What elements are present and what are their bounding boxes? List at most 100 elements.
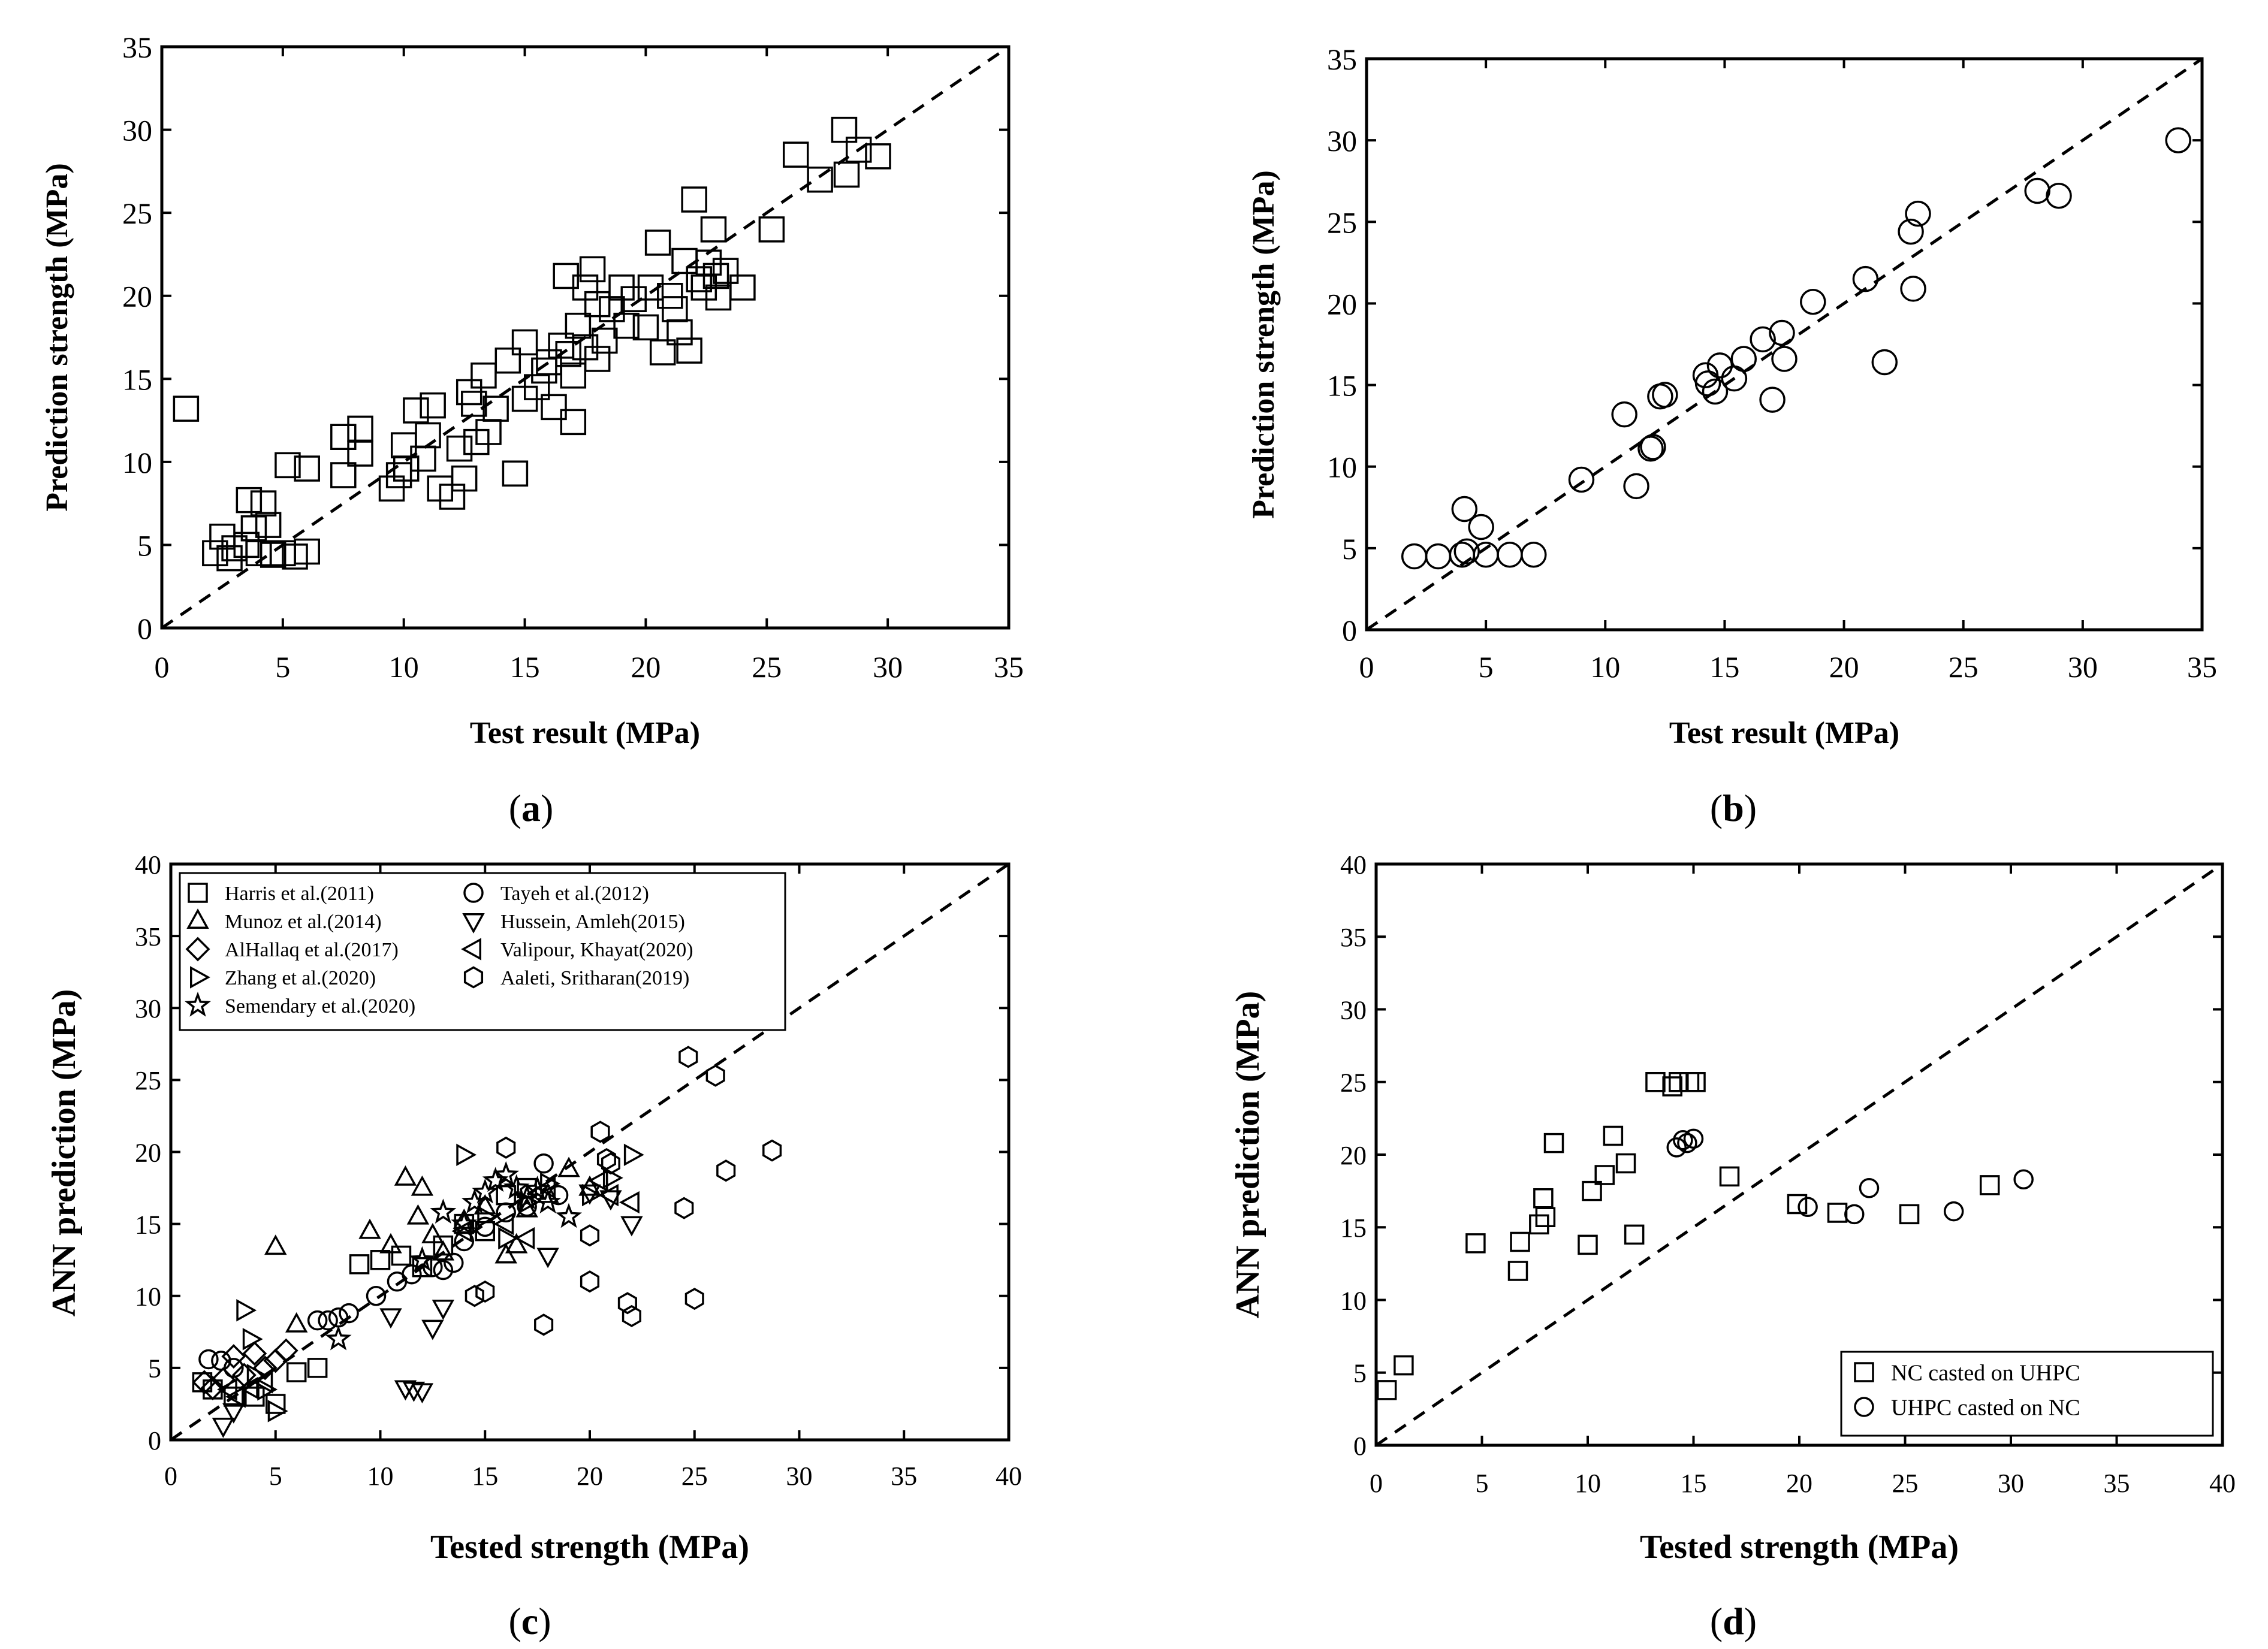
panel-c-point-hexagon bbox=[601, 1152, 620, 1175]
panel-c-point-hexagon bbox=[617, 1292, 637, 1315]
panel-a-y-tick-label: 25 bbox=[122, 197, 152, 230]
panel-d-point-square bbox=[1465, 1233, 1486, 1254]
panel-c-point-triangle-down bbox=[394, 1380, 417, 1401]
panel-c-point-hexagon bbox=[762, 1139, 782, 1162]
panel-d-point-square bbox=[1685, 1072, 1706, 1092]
panel-d-legend-label: UHPC casted on NC bbox=[1891, 1395, 2080, 1420]
panel-c-point-circle bbox=[433, 1260, 454, 1280]
panel-d-x-tick-label: 0 bbox=[1370, 1469, 1383, 1498]
panel-d-point-square bbox=[1679, 1072, 1700, 1092]
panel-b-point-circle bbox=[1640, 434, 1666, 460]
panel-d-point-square bbox=[1594, 1165, 1615, 1185]
panel-c-point-star bbox=[535, 1188, 562, 1214]
panel-c-point-diamond bbox=[273, 1338, 298, 1363]
panel-a-x-axis-label: Test result (MPa) bbox=[470, 716, 700, 750]
panel-c-point-triangle-right bbox=[267, 1400, 288, 1423]
panel-b-point-circle bbox=[2024, 177, 2050, 204]
panel-d-point-circle bbox=[1859, 1178, 1880, 1198]
panel-a-point-square bbox=[173, 395, 200, 422]
panel-d-point-circle bbox=[1677, 1132, 1697, 1153]
panel-d-legend-marker bbox=[1854, 1362, 1874, 1382]
panel-d-point-circle bbox=[1666, 1137, 1687, 1158]
panel-a-point-square bbox=[446, 435, 473, 462]
panel-c-legend-marker bbox=[185, 991, 211, 1017]
panel-a-point-square bbox=[584, 291, 611, 318]
panel-b-point-circle bbox=[1521, 541, 1547, 568]
panel-d-caption-letter: d bbox=[1723, 1600, 1744, 1642]
panel-b-point-circle bbox=[1702, 378, 1729, 405]
panel-a-caption: (a) bbox=[509, 787, 554, 829]
panel-a-y-tick-label: 15 bbox=[122, 363, 152, 396]
panel-a-point-square bbox=[579, 256, 606, 283]
panel-b-point-circle bbox=[1730, 346, 1757, 372]
panel-c-y-tick-label: 5 bbox=[148, 1354, 161, 1384]
panel-a-x-tick-label: 30 bbox=[873, 650, 903, 684]
panel-c-legend-label: Zhang et al.(2020) bbox=[225, 967, 376, 989]
panel-a-point-square bbox=[202, 540, 228, 567]
panel-d-points bbox=[1376, 1072, 2034, 1400]
panel-c-point-triangle-down bbox=[222, 1403, 245, 1424]
panel-c-point-triangle-up bbox=[515, 1197, 538, 1218]
panel-a-point-square bbox=[833, 161, 860, 188]
panel-b-x-tick-label: 10 bbox=[1590, 650, 1620, 684]
panel-c-point-square bbox=[391, 1245, 412, 1266]
panel-d-point-square bbox=[1394, 1355, 1414, 1376]
panel-b-y-tick-label: 20 bbox=[1327, 287, 1357, 321]
panel-a-point-square bbox=[451, 465, 478, 492]
panel-c-y-tick-label: 10 bbox=[135, 1282, 161, 1312]
panel-b-point-circle bbox=[1623, 473, 1649, 500]
panel-c-x-axis-label: Tested strength (MPa) bbox=[430, 1529, 749, 1566]
panel-c-point-hexagon bbox=[496, 1136, 516, 1159]
panel-d-point-square bbox=[1787, 1194, 1808, 1215]
panel-d-y-tick-label: 15 bbox=[1340, 1213, 1367, 1243]
panel-a-point-square bbox=[613, 312, 640, 339]
panel-b-x-axis-label: Test result (MPa) bbox=[1669, 716, 1899, 750]
panel-a-frame bbox=[160, 45, 1011, 630]
panel-c-x-tick-label: 10 bbox=[367, 1461, 394, 1491]
panel-d-y-tick-label: 20 bbox=[1340, 1141, 1367, 1170]
panel-b-x-tick-label: 20 bbox=[1829, 650, 1859, 684]
panel-b-point-circle bbox=[1800, 288, 1826, 315]
panel-c-point-square bbox=[307, 1358, 328, 1378]
panel-a-point-square bbox=[275, 452, 301, 479]
panel-b-point-circle bbox=[1750, 326, 1776, 353]
panel-c-y-tick-label: 30 bbox=[135, 994, 161, 1023]
panel-b-x-tick-label: 35 bbox=[2187, 650, 2217, 684]
panel-c-legend-marker bbox=[190, 966, 210, 989]
panel-c-point-star bbox=[409, 1246, 436, 1272]
panel-c-point-hexagon bbox=[580, 1224, 600, 1247]
panel-c-point-star bbox=[524, 1175, 551, 1201]
panel-c-legend-label: Hussein, Amleh(2015) bbox=[500, 911, 685, 933]
panel-c-point-square bbox=[475, 1221, 495, 1242]
panel-d-point-square bbox=[1507, 1261, 1528, 1281]
panel-b-point-circle bbox=[1771, 346, 1797, 372]
panel-d-point-square bbox=[1979, 1175, 2000, 1195]
panel-c-x-tick-label: 40 bbox=[996, 1461, 1022, 1491]
panel-c-point-triangle-down bbox=[432, 1299, 455, 1320]
panel-a-point-square bbox=[553, 262, 579, 289]
panel-b-point-circle bbox=[1468, 514, 1494, 540]
panel-d-point-square bbox=[1615, 1153, 1636, 1174]
panel-c-point-diamond bbox=[221, 1344, 246, 1369]
panel-a-point-square bbox=[294, 538, 320, 565]
panel-c-point-triangle-up bbox=[432, 1240, 455, 1261]
panel-a-point-square bbox=[385, 462, 412, 488]
panel-d-x-tick-label: 15 bbox=[1681, 1469, 1707, 1498]
panel-a-point-square bbox=[482, 395, 509, 422]
panel-a-point-square bbox=[330, 462, 357, 488]
panel-c-x-tick-label: 20 bbox=[577, 1461, 603, 1491]
panel-c-legend-label: Semendary et al.(2020) bbox=[225, 995, 415, 1017]
panel-b-y-axis-label: Prediction strength (MPa) bbox=[1247, 170, 1281, 519]
panel-b-point-circle bbox=[1401, 543, 1428, 570]
panel-c-point-circle bbox=[198, 1349, 219, 1370]
panel-c-point-diamond bbox=[210, 1367, 236, 1392]
panel-b-y-tick-label: 30 bbox=[1327, 124, 1357, 158]
panel-a-point-square bbox=[865, 143, 891, 170]
panel-b-point-circle bbox=[1425, 543, 1452, 570]
panel-c-point-triangle-left bbox=[598, 1183, 619, 1207]
panel-a-caption-letter: a bbox=[521, 787, 541, 829]
panel-d-point-square bbox=[1578, 1234, 1598, 1255]
panel-d-point-square bbox=[1827, 1203, 1848, 1223]
panel-b-x-tick-label: 30 bbox=[2068, 650, 2098, 684]
panel-c-point-triangle-right bbox=[236, 1299, 257, 1322]
